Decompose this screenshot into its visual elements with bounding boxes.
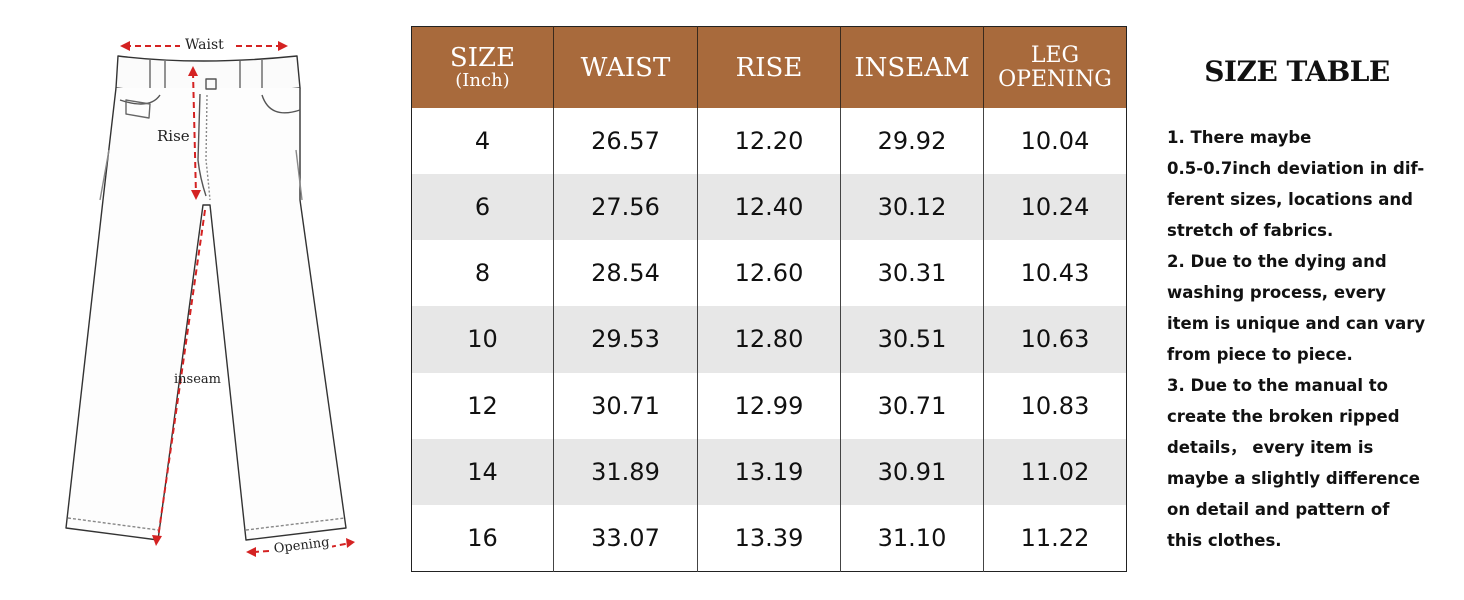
header-size-sub: (Inch)	[455, 69, 510, 91]
note-line: create the broken ripped	[1167, 407, 1400, 426]
pants-outline	[65, 41, 355, 557]
note-line: 2. Due to the dying and	[1167, 252, 1387, 271]
cell-inseam: 30.31	[840, 240, 984, 307]
header-inseam: INSEAM	[840, 26, 984, 108]
cell-inseam: 30.12	[840, 174, 984, 241]
cell-leg-opening: 10.83	[983, 372, 1127, 439]
size-table: SIZE (Inch) WAIST RISE INSEAM LEG OPENIN…	[411, 26, 1127, 572]
rise-label: Rise	[157, 127, 190, 145]
cell-leg-opening: 10.24	[983, 174, 1127, 241]
waist-label: Waist	[183, 37, 226, 53]
cell-rise: 13.19	[697, 438, 841, 505]
note-line: details， every item is	[1167, 438, 1374, 457]
note-line: maybe a slightly difference	[1167, 469, 1421, 488]
cell-size: 16	[411, 504, 554, 572]
cell-inseam: 31.10	[840, 504, 984, 572]
table-row: 4 26.57 12.20 29.92 10.04	[411, 108, 1127, 175]
cell-leg-opening: 11.02	[983, 438, 1127, 505]
cell-size: 8	[411, 240, 554, 307]
pants-diagram: Waist Rise inseam Opening	[0, 0, 400, 600]
note-line: 3. Due to the manual to	[1167, 376, 1388, 395]
note-line: this clothes.	[1167, 531, 1282, 550]
table-row: 10 29.53 12.80 30.51 10.63	[411, 306, 1127, 373]
table-row: 6 27.56 12.40 30.12 10.24	[411, 174, 1127, 241]
header-size: SIZE (Inch)	[411, 26, 554, 108]
note-line: 0.5-0.7inch deviation in dif-	[1167, 159, 1425, 178]
cell-waist: 30.71	[553, 372, 698, 439]
cell-inseam: 30.51	[840, 306, 984, 373]
note-line: stretch of fabrics.	[1167, 221, 1334, 240]
cell-leg-opening: 10.43	[983, 240, 1127, 307]
table-row: 12 30.71 12.99 30.71 10.83	[411, 372, 1127, 439]
table-row: 8 28.54 12.60 30.31 10.43	[411, 240, 1127, 307]
cell-size: 12	[411, 372, 554, 439]
cell-rise: 12.99	[697, 372, 841, 439]
note-line: ferent sizes, locations and	[1167, 190, 1413, 209]
note-line: item is unique and can vary	[1167, 314, 1426, 333]
cell-leg-opening: 11.22	[983, 504, 1127, 572]
cell-inseam: 30.71	[840, 372, 984, 439]
cell-waist: 29.53	[553, 306, 698, 373]
header-size-main: SIZE	[449, 42, 516, 73]
table-row: 14 31.89 13.19 30.91 11.02	[411, 438, 1127, 505]
cell-rise: 12.60	[697, 240, 841, 307]
cell-waist: 31.89	[553, 438, 698, 505]
header-leg-opening: LEG OPENING	[983, 26, 1127, 108]
cell-waist: 27.56	[553, 174, 698, 241]
table-header-row: SIZE (Inch) WAIST RISE INSEAM LEG OPENIN…	[411, 26, 1127, 108]
notes-text: 1. There maybe 0.5-0.7inch deviation in …	[1167, 122, 1457, 556]
notes-title: SIZE TABLE	[1204, 55, 1390, 88]
header-leg-main: LEG	[1030, 42, 1080, 68]
cell-size: 10	[411, 306, 554, 373]
cell-leg-opening: 10.04	[983, 108, 1127, 175]
cell-waist: 26.57	[553, 108, 698, 175]
cell-leg-opening: 10.63	[983, 306, 1127, 373]
cell-size: 6	[411, 174, 554, 241]
header-rise: RISE	[697, 26, 841, 108]
cell-inseam: 30.91	[840, 438, 984, 505]
table-row: 16 33.07 13.39 31.10 11.22	[411, 504, 1127, 572]
inseam-label: inseam	[174, 372, 221, 387]
note-line: from piece to piece.	[1167, 345, 1353, 364]
cell-rise: 12.20	[697, 108, 841, 175]
note-line: on detail and pattern of	[1167, 500, 1390, 519]
cell-rise: 12.40	[697, 174, 841, 241]
cell-size: 14	[411, 438, 554, 505]
note-line: washing process, every	[1167, 283, 1386, 302]
cell-inseam: 29.92	[840, 108, 984, 175]
header-waist: WAIST	[553, 26, 698, 108]
cell-waist: 28.54	[553, 240, 698, 307]
cell-rise: 13.39	[697, 504, 841, 572]
cell-waist: 33.07	[553, 504, 698, 572]
note-line: 1. There maybe	[1167, 128, 1312, 147]
cell-size: 4	[411, 108, 554, 175]
header-leg-sub: OPENING	[998, 66, 1112, 92]
cell-rise: 12.80	[697, 306, 841, 373]
